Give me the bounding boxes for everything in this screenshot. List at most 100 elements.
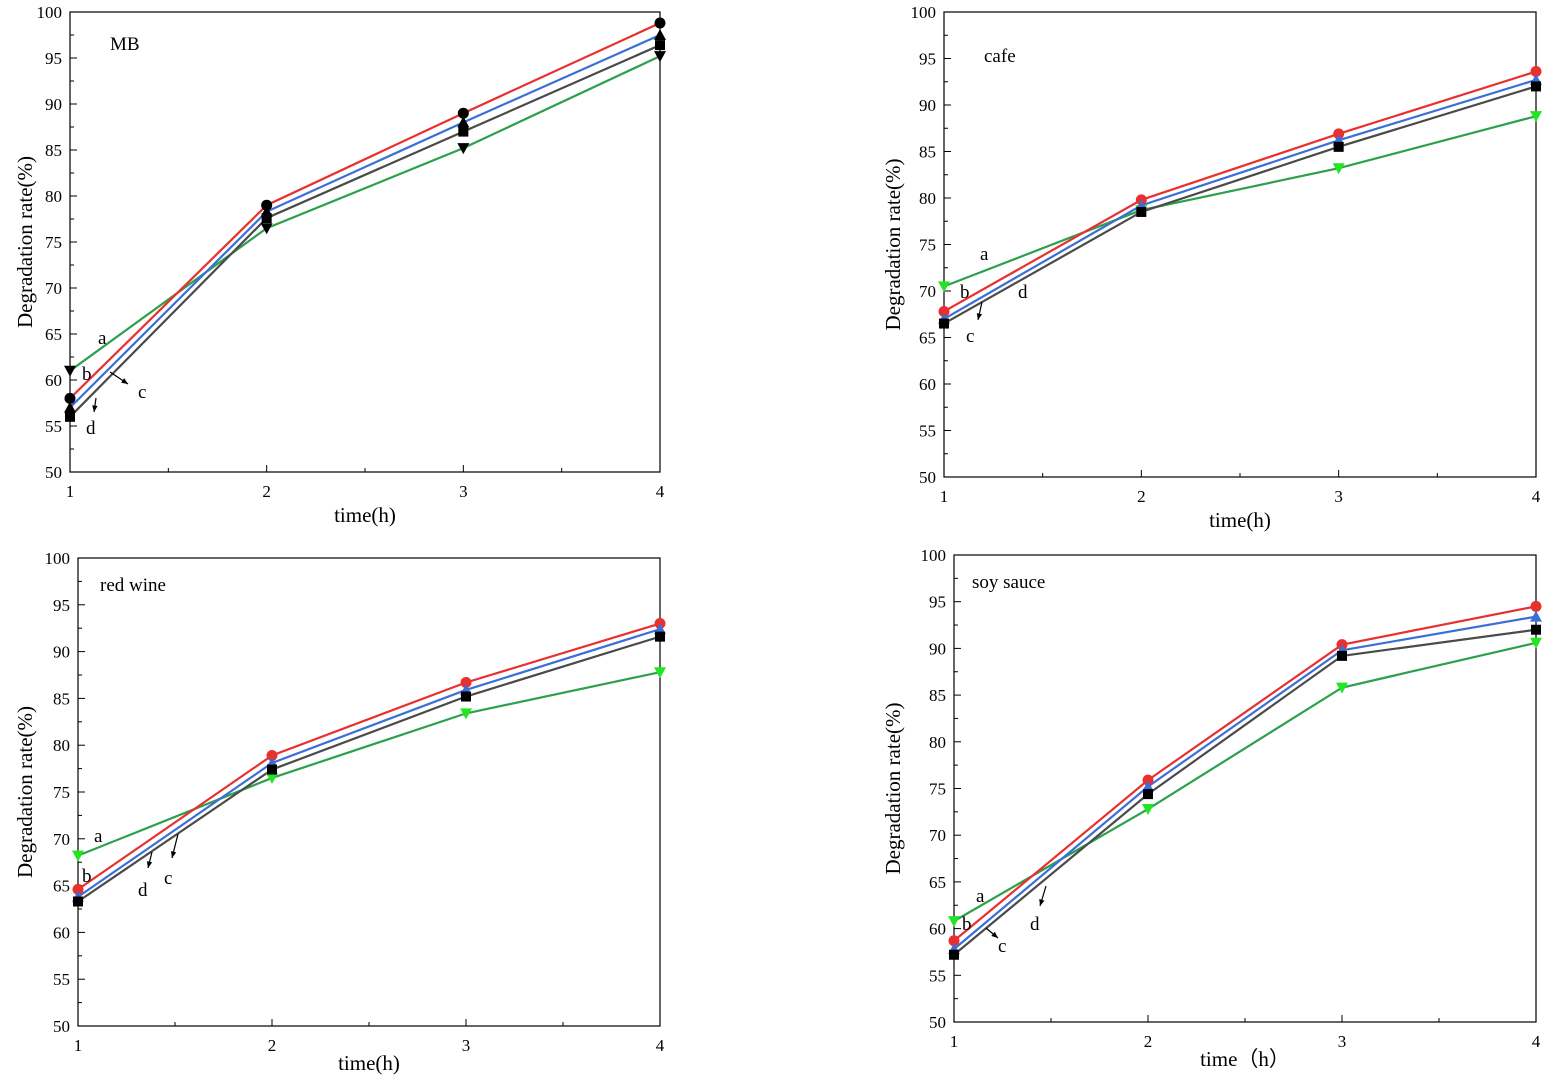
y-tick-label: 95	[45, 49, 62, 68]
data-point-b	[1142, 774, 1154, 786]
y-tick-label: 50	[929, 1013, 946, 1032]
y-tick-label: 75	[45, 233, 62, 252]
y-tick-label: 90	[53, 643, 70, 662]
x-tick-label: 1	[66, 482, 75, 501]
y-tick-label: 60	[45, 371, 62, 390]
data-point-d	[65, 411, 75, 422]
y-tick-label: 80	[929, 733, 946, 752]
data-point-a	[72, 850, 84, 862]
data-point-a	[938, 281, 950, 293]
x-tick-label: 2	[268, 1036, 277, 1055]
chart-panel-1: 50 55 60 65 70 75 80 85 90 95 100 1 2 3 4 time(h) Degrad…	[13, 3, 666, 527]
data-point-c	[1142, 780, 1154, 792]
y-tick-label: 65	[45, 325, 62, 344]
y-tick-label: 70	[45, 279, 62, 298]
plot-frame	[77, 557, 661, 1027]
y-tick-label: 90	[45, 95, 62, 114]
data-point-b	[460, 676, 472, 688]
annotation-label-c: c	[138, 382, 146, 403]
y-tick-label: 50	[919, 468, 936, 487]
data-point-b	[64, 392, 76, 404]
data-point-b	[261, 199, 273, 211]
chart-panel-3: 50 55 60 65 70 75 80 85 90 95 100 1 2 3 4 time(h) Degrad…	[13, 549, 666, 1075]
x-tick-label: 3	[1338, 1032, 1347, 1051]
x-axis-title: time（h）	[1200, 1047, 1290, 1071]
annotation-arrowhead	[170, 851, 177, 858]
x-tick-label: 1	[74, 1036, 83, 1055]
data-point-d	[458, 126, 469, 137]
y-tick-label: 75	[53, 783, 70, 802]
annotation-label-b: b	[960, 282, 970, 303]
y-tick-label: 100	[37, 3, 63, 22]
annotation-label-b: b	[962, 914, 972, 935]
data-point-a	[654, 667, 666, 679]
y-tick-label: 85	[53, 689, 70, 708]
series-line-b	[77, 622, 661, 891]
chart-panel-2: 50 55 60 65 70 75 80 85 90 95 100 1 2 3 4 time(h) Degrad…	[881, 3, 1542, 532]
y-tick-label: 95	[929, 593, 946, 612]
y-tick-label: 85	[929, 686, 946, 705]
y-tick-label: 70	[929, 826, 946, 845]
panel-title: soy sauce	[972, 572, 1045, 593]
annotation-arrowhead	[991, 931, 998, 938]
annotation-label-d: d	[1018, 282, 1028, 303]
series-line-d	[953, 628, 1537, 956]
annotation-label-b: b	[82, 866, 92, 887]
y-tick-label: 60	[919, 375, 936, 394]
data-point-b	[457, 107, 469, 119]
data-point-b	[1530, 66, 1542, 78]
y-axis-title: Degradation rate(%)	[13, 706, 37, 878]
y-tick-label: 50	[53, 1017, 70, 1036]
data-point-a	[460, 708, 472, 720]
panel-title: MB	[110, 34, 140, 55]
data-point-a	[1530, 637, 1542, 649]
series-line-d	[943, 85, 1537, 325]
x-tick-label: 4	[1532, 487, 1541, 506]
data-point-b	[948, 935, 960, 947]
y-tick-label: 90	[919, 96, 936, 115]
annotation-label-b: b	[82, 364, 92, 385]
data-point-a	[1142, 804, 1154, 816]
series-line-d	[69, 44, 661, 418]
annotation-label-a: a	[94, 826, 103, 847]
y-tick-label: 80	[45, 187, 62, 206]
y-tick-label: 70	[919, 282, 936, 301]
data-point-c	[64, 401, 76, 413]
data-point-b	[1333, 128, 1345, 140]
y-tick-label: 85	[919, 143, 936, 162]
annotation-arrowhead	[146, 861, 153, 868]
y-tick-label: 75	[929, 780, 946, 799]
x-axis-title: time(h)	[1209, 508, 1271, 532]
x-tick-label: 1	[950, 1032, 959, 1051]
y-axis-title: Degradation rate(%)	[881, 159, 905, 331]
chart-panel-4: 50 55 60 65 70 75 80 85 90 95 100 1 2 3 4 time（h） Degrad…	[881, 546, 1542, 1071]
data-point-a	[1336, 682, 1348, 694]
x-tick-label: 1	[940, 487, 949, 506]
series-line-a	[69, 55, 661, 372]
annotation-label-a: a	[980, 244, 989, 265]
y-tick-label: 60	[53, 923, 70, 942]
annotation-label-d: d	[138, 880, 148, 901]
annotation-arrowhead	[976, 313, 983, 320]
data-point-c	[654, 623, 666, 635]
data-point-a	[64, 365, 76, 377]
y-tick-label: 55	[53, 970, 70, 989]
data-point-d	[1531, 81, 1541, 92]
data-point-a	[654, 51, 666, 63]
data-point-c	[654, 29, 666, 40]
x-tick-label: 3	[1334, 487, 1343, 506]
x-tick-label: 2	[1144, 1032, 1153, 1051]
series-line-a	[953, 641, 1537, 923]
plot-frame	[953, 554, 1537, 1023]
y-tick-label: 95	[53, 596, 70, 615]
annotation-label-c: c	[966, 326, 974, 347]
y-tick-label: 60	[929, 920, 946, 939]
x-tick-label: 4	[656, 482, 665, 501]
data-point-b	[72, 883, 84, 895]
x-tick-label: 3	[462, 1036, 471, 1055]
series-line-d	[77, 635, 661, 903]
series-line-b	[943, 70, 1537, 313]
y-axis-title: Degradation rate(%)	[881, 703, 905, 875]
series-line-c	[943, 78, 1537, 320]
